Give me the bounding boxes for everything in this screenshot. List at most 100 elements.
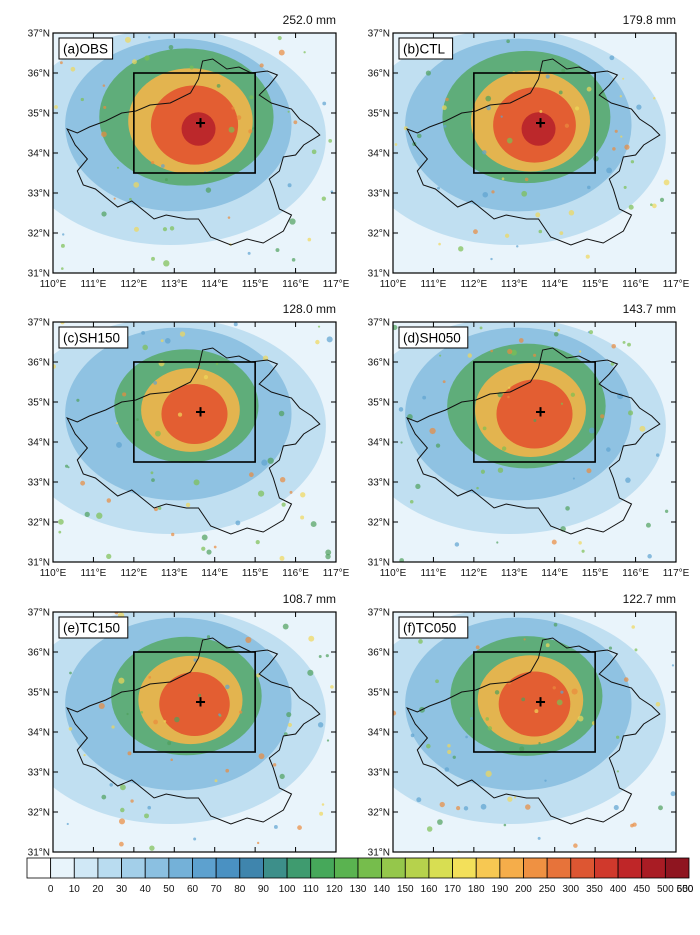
colorbar-swatch <box>664 857 690 879</box>
colorbar-swatch <box>121 857 146 879</box>
lon-tick-label: 114°E <box>201 568 228 579</box>
colorbar-tick-label: 450 <box>633 884 650 895</box>
colorbar-swatch <box>570 857 595 879</box>
panel-label: (d)SH050 <box>403 331 461 346</box>
lon-tick-label: 110°E <box>380 279 407 290</box>
lat-tick-label: 37°N <box>368 608 390 619</box>
province-boundary <box>406 58 661 246</box>
lon-tick-label: 111°E <box>80 279 106 290</box>
station-marker-icon: + <box>195 692 206 712</box>
colorbar-swatch <box>239 857 264 879</box>
panel-label: (b)CTL <box>403 42 445 57</box>
colorbar-tick-label: 250 <box>539 884 556 895</box>
panel-sh050: +31°N 32°N 33°N 34°N 35°N 36°N 37°N 110°E 111°E 1… <box>368 302 690 579</box>
lon-tick-label: 113°E <box>161 279 188 290</box>
lat-tick-label: 35°N <box>28 688 50 699</box>
colorbar-tick-label: 90 <box>258 884 270 895</box>
lon-tick-label: 115°E <box>582 279 609 290</box>
max-precip-label: 179.8 mm <box>623 13 676 27</box>
lat-tick-label: 35°N <box>368 688 390 699</box>
lon-tick-label: 111°E <box>420 568 446 579</box>
lon-tick-label: 117°E <box>663 279 690 290</box>
station-marker-icon: + <box>535 692 546 712</box>
lon-tick-label: 112°E <box>461 568 488 579</box>
panel-label-box <box>58 37 114 60</box>
colorbar-swatch <box>381 857 406 879</box>
colorbar-swatch <box>168 857 193 879</box>
lat-tick-label: 34°N <box>28 438 50 449</box>
lat-tick-label: 31°N <box>28 269 50 280</box>
lat-tick-label: 33°N <box>28 189 50 200</box>
colorbar-tick-label: 500 <box>657 884 674 895</box>
max-precip-label: 252.0 mm <box>283 13 336 27</box>
colorbar-tick-label: 300 <box>562 884 579 895</box>
lat-tick-label: 32°N <box>368 229 390 240</box>
lon-tick-label: 116°E <box>282 279 309 290</box>
colorbar-tick-label: 180 <box>468 884 485 895</box>
station-marker-icon: + <box>195 402 206 422</box>
lat-tick-label: 37°N <box>368 318 390 329</box>
lon-tick-label: 117°E <box>323 568 350 579</box>
lon-tick-label: 111°E <box>80 568 106 579</box>
lat-tick-label: 37°N <box>28 608 50 619</box>
lon-tick-label: 114°E <box>541 279 568 290</box>
lat-tick-label: 37°N <box>28 318 50 329</box>
lat-tick-label: 31°N <box>368 558 390 569</box>
colorbar-swatch <box>215 857 241 879</box>
colorbar-tick-label: 350 <box>586 884 603 895</box>
colorbar-tick-label: 190 <box>492 884 509 895</box>
lat-tick-label: 33°N <box>28 768 50 779</box>
colorbar-swatch <box>404 857 430 879</box>
colorbar-tick-label: 20 <box>92 884 104 895</box>
lat-tick-label: 33°N <box>28 478 50 489</box>
lat-tick-label: 36°N <box>28 358 50 369</box>
colorbar-tick-label: 140 <box>373 884 390 895</box>
precipitation-field <box>53 322 336 562</box>
lat-tick-label: 34°N <box>368 728 390 739</box>
lon-tick-label: 114°E <box>201 279 228 290</box>
panel-label-box <box>398 326 469 349</box>
lon-tick-label: 112°E <box>121 568 148 579</box>
colorbar-swatch <box>310 857 335 879</box>
lat-tick-label: 36°N <box>28 648 50 659</box>
max-precip-label: 108.7 mm <box>283 592 336 606</box>
colorbar-tick-label: 70 <box>211 884 223 895</box>
colorbar-tick-label: 150 <box>397 884 414 895</box>
colorbar-swatch <box>286 857 312 879</box>
lat-tick-label: 32°N <box>28 229 50 240</box>
lon-tick-label: 110°E <box>380 568 407 579</box>
station-marker-icon: + <box>535 113 546 133</box>
lon-tick-label: 115°E <box>242 568 269 579</box>
panel-ctl: +31°N 32°N 33°N 34°N 35°N 36°N 37°N 110°E 111°E 1… <box>368 13 690 290</box>
colorbar-swatch <box>263 857 288 879</box>
station-marker-icon: + <box>195 113 206 133</box>
max-precip-label: 143.7 mm <box>623 302 676 316</box>
precipitation-field <box>393 33 676 273</box>
lon-tick-label: 116°E <box>622 568 649 579</box>
lon-tick-label: 116°E <box>622 279 649 290</box>
analysis-box <box>133 361 256 463</box>
analysis-box <box>473 651 596 753</box>
lat-tick-label: 32°N <box>368 518 390 529</box>
colorbar-tick-label: 30 <box>116 884 128 895</box>
colorbar-tick-label: 120 <box>326 884 343 895</box>
colorbar-tick-label: 80 <box>234 884 246 895</box>
province-boundary <box>66 58 321 246</box>
lat-tick-label: 31°N <box>28 558 50 569</box>
colorbar-swatch <box>523 857 548 879</box>
lon-tick-label: 113°E <box>161 568 188 579</box>
panel-label: (c)SH150 <box>63 331 120 346</box>
lat-tick-label: 35°N <box>28 398 50 409</box>
panel-tc050: +31°N32°N33°N34°N35°N36°N37°N110°E111°E1… <box>368 592 690 869</box>
lat-tick-label: 33°N <box>368 189 390 200</box>
lon-tick-label: 112°E <box>461 279 488 290</box>
lat-tick-label: 37°N <box>28 29 50 40</box>
colorbar-swatch <box>546 857 572 879</box>
panel-label: (e)TC150 <box>63 621 120 636</box>
map-panels: +31°N 32°N 33°N 34°N 35°N 36°N 37°N 110°E 111°E 1… <box>28 13 690 869</box>
lat-tick-label: 34°N <box>28 149 50 160</box>
colorbar-swatch <box>357 857 383 879</box>
colorbar-tick-label: 160 <box>421 884 438 895</box>
panel-label: (a)OBS <box>63 42 108 57</box>
